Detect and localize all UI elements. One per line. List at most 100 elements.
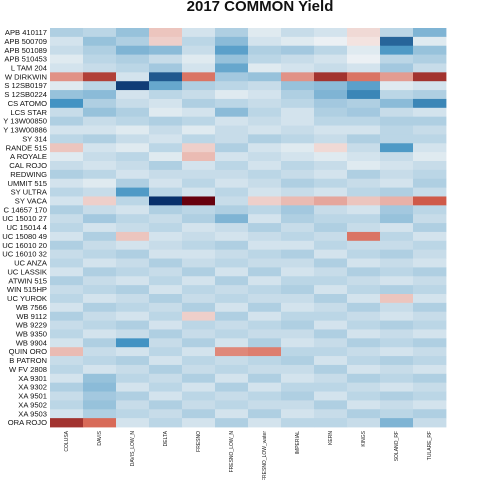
- heatmap-cell: [50, 125, 84, 135]
- row-label: XA 9502: [18, 400, 47, 409]
- heatmap-cell: [50, 418, 84, 428]
- heatmap-cell: [281, 320, 315, 330]
- heatmap-cell: [347, 400, 381, 410]
- heatmap-cell: [215, 258, 249, 268]
- row-label: A ROYALE: [10, 152, 47, 161]
- heatmap-cell: [83, 364, 117, 375]
- heatmap-cell: [248, 267, 282, 277]
- heatmap-cell: [116, 338, 150, 348]
- heatmap-cell: [50, 45, 84, 55]
- heatmap-cell: [248, 98, 282, 109]
- heatmap-cell: [380, 267, 414, 277]
- heatmap-cell: [149, 214, 183, 224]
- heatmap-cell: [182, 205, 216, 215]
- heatmap-cell: [314, 400, 348, 410]
- heatmap-cell: [347, 143, 381, 153]
- heatmap-cell: [116, 196, 150, 206]
- heatmap-cell: [50, 134, 84, 144]
- heatmap-cell: [50, 205, 84, 215]
- heatmap-cell: [281, 258, 315, 268]
- heatmap-cell: [380, 223, 414, 233]
- heatmap-cell: [347, 356, 381, 366]
- heatmap-cell: [83, 152, 117, 162]
- heatmap-cell: [281, 267, 315, 277]
- heatmap-cell: [50, 36, 84, 47]
- heatmap-cell: [380, 143, 414, 153]
- heatmap-cell: [380, 338, 414, 348]
- heatmap-cell: [248, 152, 282, 162]
- heatmap-cell: [182, 223, 216, 233]
- heatmap-cell: [182, 152, 216, 162]
- heatmap-cell: [83, 63, 117, 73]
- heatmap-cell: [380, 409, 414, 419]
- heatmap-cell: [413, 196, 447, 206]
- heatmap-cell: [248, 418, 282, 428]
- heatmap-cell: [182, 418, 216, 428]
- heatmap-cell: [314, 391, 348, 401]
- heatmap-cell: [182, 400, 216, 410]
- heatmap-cell: [380, 320, 414, 330]
- heatmap-cell: [149, 169, 183, 180]
- heatmap-cell: [149, 98, 183, 109]
- heatmap-cell: [149, 373, 183, 384]
- column-label: KERN: [328, 431, 334, 445]
- row-label: UC 16010 20: [2, 241, 47, 250]
- row-label: WB 9112: [16, 312, 47, 321]
- heatmap-cell: [347, 373, 381, 384]
- heatmap-cell: [83, 329, 117, 339]
- heatmap-cell: [413, 285, 447, 295]
- heatmap-cell: [347, 36, 381, 47]
- heatmap-cell: [281, 143, 315, 153]
- heatmap-cell: [83, 54, 117, 64]
- heatmap-cell: [215, 152, 249, 162]
- heatmap-cell: [347, 382, 381, 392]
- heatmap-cell: [215, 364, 249, 375]
- heatmap-cell: [149, 311, 183, 321]
- heatmap-cell: [83, 418, 117, 428]
- heatmap-cell: [314, 418, 348, 428]
- heatmap-cell: [182, 294, 216, 304]
- heatmap-cell: [314, 161, 348, 171]
- heatmap-cell: [149, 329, 183, 339]
- heatmap-cell: [215, 28, 249, 38]
- heatmap-cell: [116, 240, 150, 251]
- heatmap-cell: [182, 196, 216, 206]
- heatmap-cell: [149, 302, 183, 313]
- heatmap-cell: [380, 214, 414, 224]
- heatmap-cell: [182, 116, 216, 126]
- heatmap-cell: [281, 36, 315, 47]
- heatmap-cell: [281, 364, 315, 375]
- heatmap-cell: [182, 311, 216, 321]
- heatmap-cell: [380, 98, 414, 109]
- heatmap-cell: [248, 400, 282, 410]
- row-label: L TAM 204: [11, 64, 47, 73]
- row-label: LCS STAR: [10, 108, 47, 117]
- heatmap-cell: [248, 81, 282, 91]
- heatmap-cell: [50, 400, 84, 410]
- heatmap-cell: [347, 28, 381, 38]
- heatmap-cell: [281, 28, 315, 38]
- row-label: UC 15014 4: [6, 223, 47, 232]
- column-label: FRESNO_LOW_N: [229, 431, 235, 473]
- heatmap-cell: [248, 143, 282, 153]
- heatmap-cell: [380, 400, 414, 410]
- heatmap-cell: [182, 72, 216, 82]
- heatmap-cell: [149, 418, 183, 428]
- heatmap-cell: [347, 214, 381, 224]
- heatmap-cell: [215, 223, 249, 233]
- heatmap-cell: [215, 231, 249, 242]
- heatmap-cell: [347, 347, 381, 357]
- heatmap-cell: [281, 276, 315, 286]
- heatmap-cell: [215, 329, 249, 339]
- heatmap-cell: [380, 161, 414, 171]
- heatmap-cell: [182, 382, 216, 392]
- heatmap-cell: [116, 178, 150, 188]
- heatmap-cell: [116, 152, 150, 162]
- heatmap-cell: [182, 231, 216, 242]
- heatmap-cell: [215, 125, 249, 135]
- row-label: SY VACA: [15, 197, 48, 206]
- heatmap-cell: [83, 240, 117, 251]
- heatmap-cell: [215, 311, 249, 321]
- heatmap-cell: [314, 187, 348, 197]
